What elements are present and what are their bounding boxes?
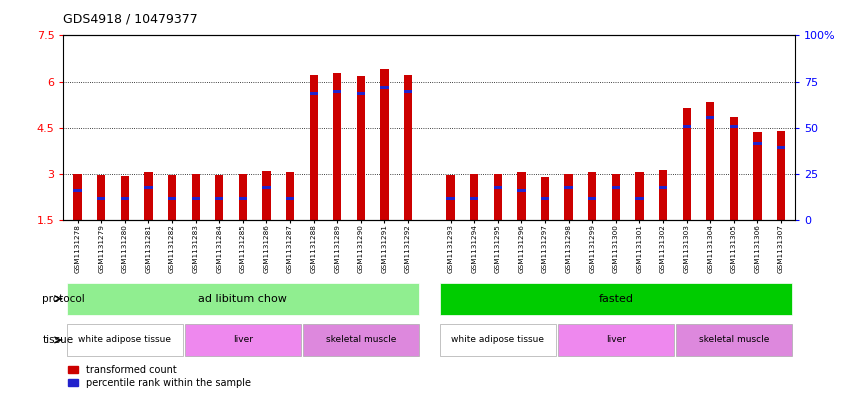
Bar — [191, 174, 200, 220]
Bar — [333, 90, 342, 93]
Bar — [612, 186, 620, 189]
Bar — [541, 177, 549, 220]
Text: tissue: tissue — [42, 335, 74, 345]
Bar — [357, 76, 365, 220]
Bar — [121, 197, 129, 200]
Bar — [635, 173, 644, 220]
Bar — [558, 324, 673, 356]
Bar — [262, 171, 271, 220]
Bar — [74, 189, 82, 192]
Bar — [777, 131, 785, 220]
Text: white adipose tissue: white adipose tissue — [79, 336, 172, 344]
Bar — [753, 141, 761, 145]
Text: skeletal muscle: skeletal muscle — [326, 336, 396, 344]
Bar — [517, 189, 525, 192]
Bar — [74, 174, 82, 220]
Text: ad libitum chow: ad libitum chow — [199, 294, 288, 304]
Bar — [470, 197, 478, 200]
Bar — [262, 186, 271, 189]
Bar — [239, 197, 247, 200]
Bar — [286, 197, 294, 200]
Bar — [145, 186, 152, 189]
Bar — [168, 175, 176, 220]
Bar — [753, 132, 761, 220]
Bar — [564, 174, 573, 220]
Text: liver: liver — [606, 336, 626, 344]
Bar — [303, 324, 419, 356]
Bar — [706, 103, 714, 220]
Bar — [659, 170, 667, 220]
Bar — [286, 173, 294, 220]
Bar — [239, 174, 247, 220]
Bar — [588, 173, 596, 220]
Bar — [168, 197, 176, 200]
Bar — [517, 173, 525, 220]
Bar — [310, 92, 318, 95]
Bar — [310, 75, 318, 220]
Bar — [97, 175, 106, 220]
Bar — [404, 75, 412, 220]
Bar — [588, 197, 596, 200]
Bar — [676, 324, 792, 356]
Text: fasted: fasted — [598, 294, 634, 304]
Text: protocol: protocol — [42, 294, 85, 304]
Text: white adipose tissue: white adipose tissue — [451, 336, 544, 344]
Bar — [683, 108, 691, 220]
Bar — [67, 283, 419, 314]
Bar — [777, 146, 785, 149]
Bar — [440, 324, 556, 356]
Bar — [612, 174, 620, 220]
Bar — [357, 92, 365, 95]
Bar — [191, 197, 200, 200]
Bar — [447, 197, 454, 200]
Bar — [381, 86, 388, 89]
Bar — [730, 117, 738, 220]
Text: skeletal muscle: skeletal muscle — [699, 336, 769, 344]
Bar — [564, 186, 573, 189]
Bar — [541, 197, 549, 200]
Bar — [215, 197, 223, 200]
Bar — [381, 69, 388, 220]
Bar — [447, 175, 454, 220]
Bar — [67, 324, 183, 356]
Bar — [145, 173, 152, 220]
Bar — [440, 283, 792, 314]
Text: GDS4918 / 10479377: GDS4918 / 10479377 — [63, 13, 198, 26]
Bar — [185, 324, 300, 356]
Bar — [97, 197, 106, 200]
Text: liver: liver — [233, 336, 253, 344]
Bar — [730, 125, 738, 128]
Bar — [706, 116, 714, 119]
Bar — [470, 174, 478, 220]
Bar — [683, 125, 691, 128]
Bar — [333, 73, 342, 220]
Bar — [494, 186, 502, 189]
Legend: transformed count, percentile rank within the sample: transformed count, percentile rank withi… — [69, 365, 250, 388]
Bar — [121, 176, 129, 220]
Bar — [404, 90, 412, 93]
Bar — [494, 174, 502, 220]
Bar — [215, 175, 223, 220]
Bar — [659, 186, 667, 189]
Bar — [635, 197, 644, 200]
